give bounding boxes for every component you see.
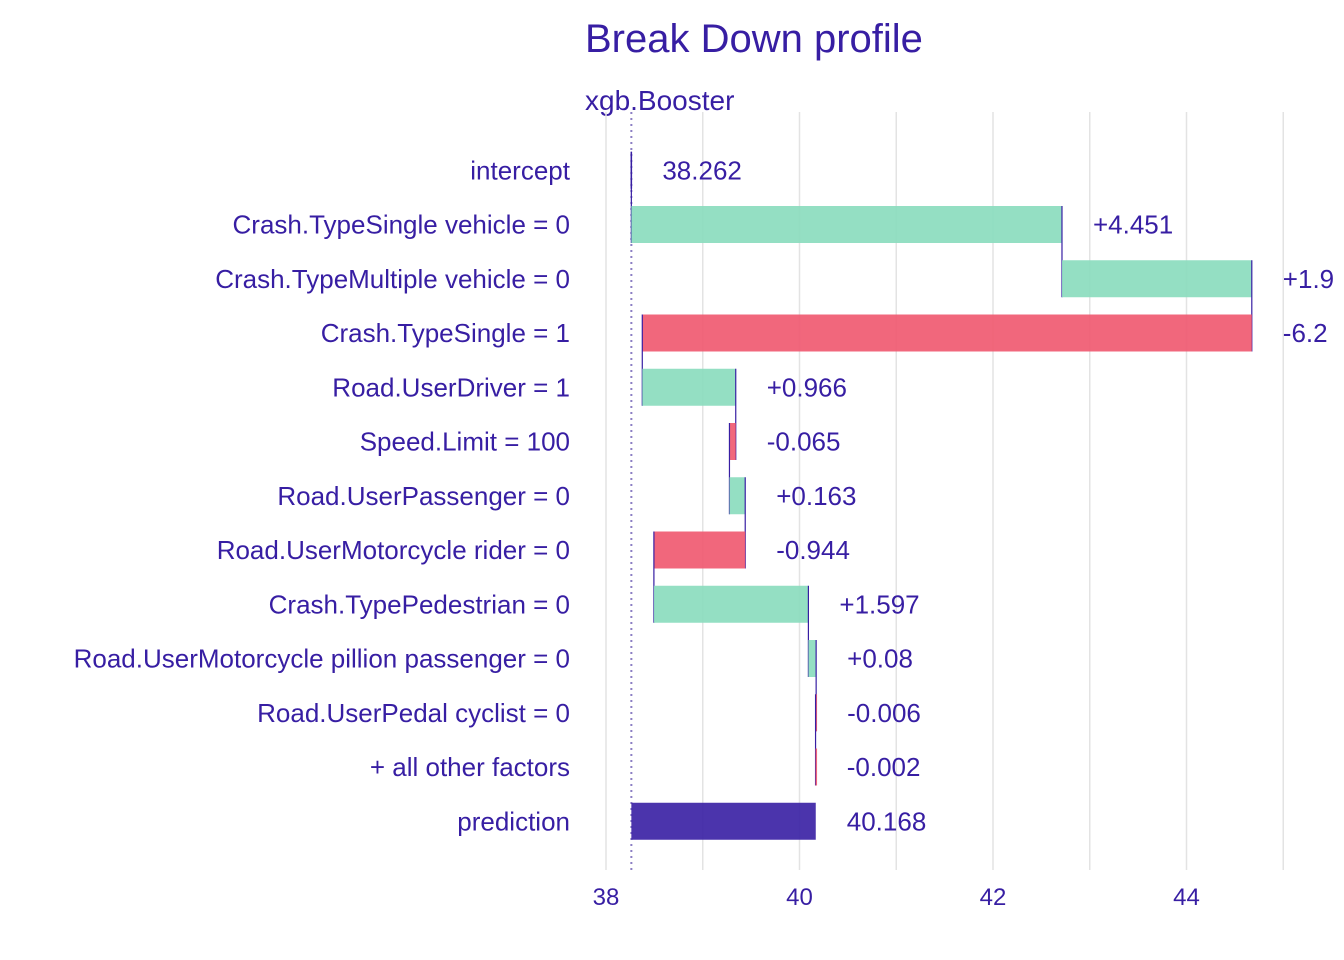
row-label: Road.UserMotorcycle rider = 0 <box>217 535 570 565</box>
bar-negative <box>653 531 746 569</box>
row-label: Crash.TypeSingle vehicle = 0 <box>233 210 570 240</box>
bar-positive <box>1061 260 1252 298</box>
value-label: +0.966 <box>767 372 847 402</box>
row-label: Crash.TypeMultiple vehicle = 0 <box>215 264 570 294</box>
value-label: -0.006 <box>847 698 921 728</box>
x-tick-label: 40 <box>786 884 813 911</box>
x-tick-label: 44 <box>1173 884 1200 911</box>
bar-positive <box>642 368 736 406</box>
row-label: prediction <box>457 806 570 836</box>
value-label: +4.451 <box>1093 210 1173 240</box>
value-label: +0.163 <box>776 481 856 511</box>
bar-negative <box>642 314 1252 352</box>
row-label: Road.UserDriver = 1 <box>332 372 570 402</box>
value-label: -0.944 <box>776 535 850 565</box>
x-axis-ticks: 38 40 42 44 <box>593 884 1200 911</box>
bar-negative <box>815 748 818 786</box>
row-label: Speed.Limit = 100 <box>360 427 570 457</box>
bars <box>630 151 1253 840</box>
chart-subtitle: xgb.Booster <box>585 85 734 116</box>
bar-negative <box>815 694 818 732</box>
value-label: +0.08 <box>847 644 913 674</box>
x-tick-label: 38 <box>593 884 620 911</box>
bar-positive <box>653 585 809 623</box>
value-label: 38.262 <box>662 155 742 185</box>
row-label: Road.UserPedal cyclist = 0 <box>257 698 570 728</box>
value-label: +1.9 <box>1283 264 1334 294</box>
row-label: Crash.TypePedestrian = 0 <box>269 589 570 619</box>
row-label: Road.UserPassenger = 0 <box>277 481 570 511</box>
bar-positive <box>631 206 1062 243</box>
x-tick-label: 42 <box>980 884 1007 911</box>
bar-positive <box>808 640 817 677</box>
bar-positive <box>729 477 746 515</box>
row-label: Crash.TypeSingle = 1 <box>321 318 570 348</box>
bar-prediction <box>631 802 816 840</box>
value-label: -0.065 <box>767 427 841 457</box>
value-label: 40.168 <box>847 806 927 836</box>
value-label: -6.2 <box>1283 318 1328 348</box>
value-labels: 38.262 +4.451 +1.9 -6.2 +0.966 -0.065 +0.163 -0… <box>662 155 1334 836</box>
chart-title: Break Down profile <box>585 17 923 61</box>
value-label: +1.597 <box>839 589 919 619</box>
value-label: -0.002 <box>847 752 921 782</box>
row-labels: intercept Crash.TypeSingle vehicle = 0 Cra… <box>74 155 571 836</box>
bar-negative <box>729 423 736 460</box>
row-label: Road.UserMotorcycle pillion passenger = … <box>74 644 570 674</box>
row-label: intercept <box>470 155 570 185</box>
row-label: + all other factors <box>370 752 570 782</box>
